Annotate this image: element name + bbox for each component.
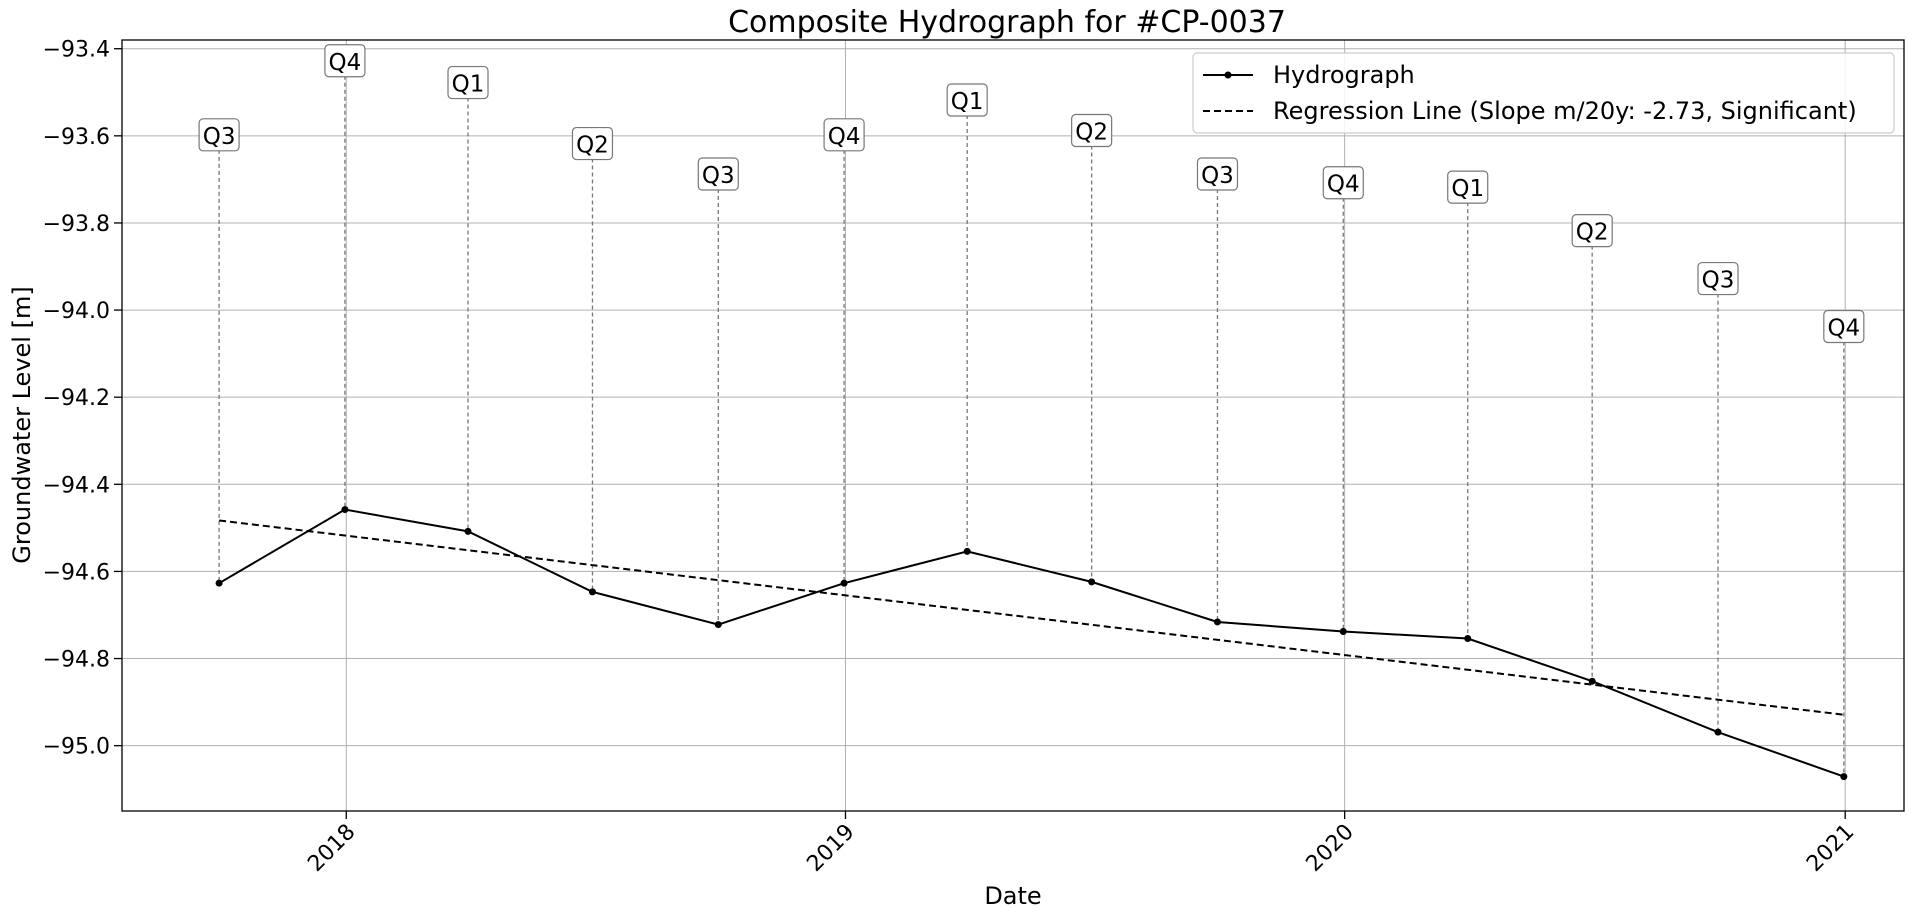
quarter-label: Q3: [203, 124, 236, 150]
quarter-label-box: [447, 65, 489, 100]
y-tick-label: −94.4: [43, 473, 110, 498]
quarter-annotations: Q3 Q4 Q1 Q2 Q3 Q4 Q1 Q2 Q3 Q4 Q1 Q2 Q3 Q4: [198, 44, 1865, 344]
hydrograph-point: [963, 547, 971, 555]
quarter-label-box: [946, 83, 988, 117]
y-tick-label: −94.6: [43, 560, 110, 585]
quarter-label: Q2: [1075, 119, 1108, 145]
y-tick-label: −94.2: [43, 386, 110, 411]
hydrograph-point: [588, 588, 596, 596]
quarter-label-box: [324, 44, 366, 78]
regression-line: [218, 519, 1844, 716]
hydrograph-point: [1588, 677, 1596, 685]
quarter-label: Q4: [329, 50, 362, 76]
quarter-label-box: [1322, 166, 1364, 200]
legend-box: [1192, 52, 1895, 134]
hydrograph-point: [1213, 618, 1221, 626]
hydrograph-point: [840, 579, 848, 587]
hydrograph-point: [341, 506, 349, 514]
hydrograph-point: [714, 621, 722, 629]
plot-area-frame: [121, 39, 1905, 812]
quarter-label-box: [1697, 261, 1739, 296]
quarter-label: Q2: [576, 133, 609, 159]
quarter-label-box: [198, 118, 240, 152]
x-axis-label: Date: [984, 882, 1041, 910]
quarter-label-box: [1196, 157, 1239, 191]
hydrograph-point: [1339, 628, 1347, 636]
y-tick-label: −95.0: [43, 735, 110, 760]
quarter-label-box: [1571, 214, 1613, 248]
legend-hydrograph-label: Hydrograph: [1273, 61, 1415, 89]
chart-title: Composite Hydrograph for #CP-0037: [728, 5, 1286, 40]
quarter-label-box: [571, 126, 614, 161]
quarter-connectors: [218, 75, 1845, 777]
quarter-label: Q1: [1451, 176, 1484, 202]
quarter-label: Q1: [951, 89, 984, 115]
data-series: [215, 506, 1848, 781]
hydrograph-point: [215, 579, 223, 587]
y-tick-label: −94.8: [43, 648, 110, 673]
y-tick-label: −93.6: [43, 125, 110, 150]
quarter-label-box: [697, 157, 739, 191]
quarter-label: Q4: [828, 124, 861, 150]
hydrograph-line: [218, 508, 1845, 778]
quarter-label-box: [823, 118, 865, 152]
y-tick-label: −93.4: [43, 38, 110, 63]
quarter-label: Q4: [1327, 172, 1360, 198]
y-tick-label: −94.0: [43, 299, 110, 324]
hydrograph-point: [1464, 635, 1472, 643]
hydrograph-point: [464, 527, 472, 535]
quarter-label: Q3: [1201, 163, 1234, 189]
quarter-label: Q4: [1827, 315, 1860, 341]
legend: Hydrograph Regression Line (Slope m/20y:…: [1192, 52, 1895, 134]
quarter-label-box: [1447, 170, 1489, 204]
quarter-label-box: [1823, 309, 1865, 344]
hydrograph-point: [1840, 773, 1848, 781]
hydrograph-point: [1714, 728, 1722, 736]
legend-regression-label: Regression Line (Slope m/20y: -2.73, Sig…: [1273, 97, 1857, 125]
quarter-label: Q1: [452, 72, 485, 98]
quarter-label: Q3: [1702, 268, 1735, 294]
legend-hydrograph-marker: [1224, 71, 1232, 79]
quarter-label: Q2: [1576, 220, 1609, 246]
quarter-label: Q3: [702, 163, 735, 189]
y-tick-label: −93.8: [43, 212, 110, 237]
hydrograph-point: [1088, 578, 1096, 586]
y-axis-label: Groundwater Level [m]: [8, 286, 36, 563]
quarter-label-box: [1071, 113, 1113, 148]
